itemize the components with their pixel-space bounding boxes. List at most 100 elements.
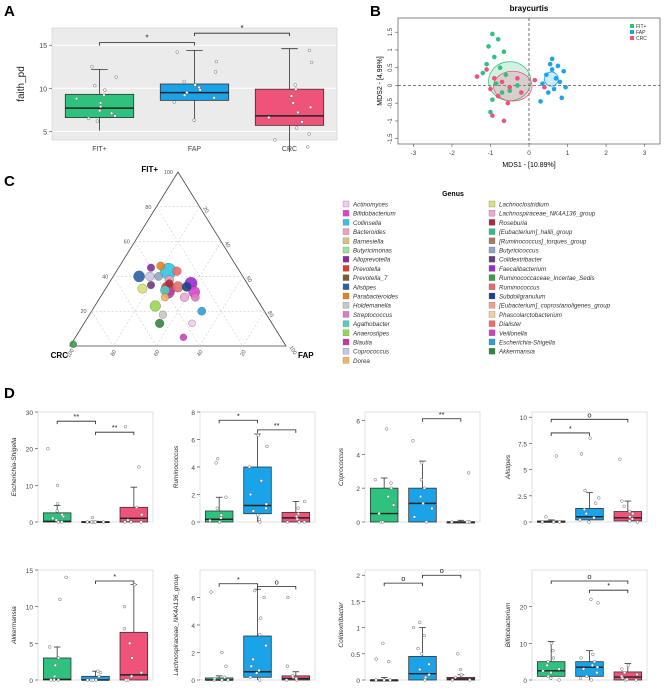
significance-bracket <box>383 582 423 587</box>
boxplot-coprococcus: 0 2 4 6 Coprococcus ** <box>338 410 481 527</box>
x-tick-label: FIT+ <box>92 146 107 153</box>
scatter-point-CRC <box>499 79 505 85</box>
data-point <box>627 519 632 523</box>
data-point <box>295 517 299 521</box>
data-point <box>546 660 550 664</box>
legend-swatch <box>488 219 496 226</box>
y-tick-label: 10 <box>26 605 34 612</box>
scatter-point-FIT+ <box>507 88 513 94</box>
data-point <box>60 513 64 517</box>
y-tick-label: 1 <box>356 626 360 633</box>
data-point <box>619 674 624 678</box>
data-point <box>411 439 415 443</box>
data-point <box>422 486 427 490</box>
data-point <box>139 520 143 524</box>
legend-label: Lachnoclostridium <box>499 202 549 209</box>
scatter-point-CRC <box>505 100 511 106</box>
scatter-point-FIT+ <box>484 61 489 67</box>
data-point <box>465 520 469 524</box>
scatter-point-FIT+ <box>490 97 495 102</box>
data-point <box>54 518 58 522</box>
data-point <box>55 483 60 487</box>
y-tick-label: 8 <box>191 410 195 417</box>
x-tick-label: 2 <box>604 150 608 157</box>
scatter-point-FIT+ <box>503 72 509 78</box>
bubble-subdoligranulum <box>181 281 192 292</box>
y-tick-label: 15 <box>39 43 47 50</box>
legend-swatch-FIT+ <box>630 24 634 28</box>
data-point <box>122 627 127 631</box>
data-point <box>53 663 57 667</box>
data-point <box>551 656 556 660</box>
data-point <box>388 678 392 682</box>
ternary-tick-label: 40 <box>196 349 204 357</box>
data-point <box>94 678 98 682</box>
data-point <box>594 501 598 505</box>
data-point <box>420 652 424 656</box>
y-tick-label: -1.5 <box>388 133 394 144</box>
bubble-streptococcus <box>191 293 200 302</box>
data-point <box>96 669 100 673</box>
y-tick-label: 0 <box>388 83 394 87</box>
data-point <box>450 520 454 524</box>
data-point <box>296 506 300 510</box>
scatter-point-FAP <box>553 76 559 81</box>
significance-label: * <box>569 424 572 433</box>
bubble-coprococcus <box>145 271 155 281</box>
ternary-tick-label: 20 <box>240 349 248 357</box>
data-point <box>193 83 197 87</box>
y-tick-label: 7.5 <box>518 441 527 448</box>
legend-swatch <box>342 311 350 318</box>
boxplot-colidextribacter: 0 0.5 1 1.5 2 Colidextribacter o o <box>338 566 481 685</box>
y-tick-label: 1.5 <box>351 599 360 606</box>
data-point <box>257 517 261 521</box>
data-point <box>172 100 176 104</box>
significance-label: * <box>237 411 240 420</box>
data-point <box>294 676 298 681</box>
panel-d-boxplot-grid: 0102030Escherichia-Shigella****02468Rumi… <box>11 410 648 685</box>
data-point <box>192 118 196 122</box>
data-point <box>98 109 102 113</box>
data-point <box>139 671 144 675</box>
data-point <box>584 511 588 516</box>
data-point <box>124 678 128 682</box>
data-point <box>412 515 417 519</box>
data-point <box>430 506 434 511</box>
data-point <box>265 444 269 449</box>
data-point <box>114 75 118 79</box>
panel-label-c: C <box>4 173 15 190</box>
data-point <box>95 119 99 123</box>
scatter-point-FAP <box>559 95 565 101</box>
box-FAP <box>575 661 604 677</box>
data-point <box>255 671 259 675</box>
data-point <box>285 520 290 524</box>
data-point <box>215 506 219 510</box>
data-point <box>578 518 582 522</box>
legend-swatch-CRC <box>630 36 634 40</box>
ternary-tick-label: 60 <box>124 240 130 246</box>
y-tick-label: 0 <box>523 520 527 527</box>
legend-label: Akkermansia <box>498 349 535 356</box>
legend-label: Actinomyces <box>352 202 388 209</box>
legend-label: Bifidobacterium <box>353 211 396 218</box>
data-point <box>219 516 223 520</box>
box-FIT+ <box>42 657 72 681</box>
chart-title: braycurtis <box>510 4 549 13</box>
legend-swatch <box>488 200 496 208</box>
legend-label: Parabacteroides <box>353 294 398 301</box>
legend-label: Lachnospiraceae_NK4A136_group <box>499 211 596 218</box>
x-tick-label: 0 <box>527 150 531 157</box>
y-axis-label: faith_pd <box>16 66 27 102</box>
legend-swatch <box>342 320 350 327</box>
data-point <box>97 674 101 678</box>
data-point <box>627 509 632 514</box>
box-FIT+ <box>536 661 566 677</box>
data-point <box>422 633 426 638</box>
data-point <box>453 675 457 680</box>
x-tick-label: -2 <box>449 150 455 157</box>
data-point <box>102 93 106 97</box>
data-point <box>592 660 597 664</box>
scatter-point-CRC <box>515 76 520 81</box>
scatter-point-FIT+ <box>492 54 497 60</box>
data-point <box>258 520 262 524</box>
